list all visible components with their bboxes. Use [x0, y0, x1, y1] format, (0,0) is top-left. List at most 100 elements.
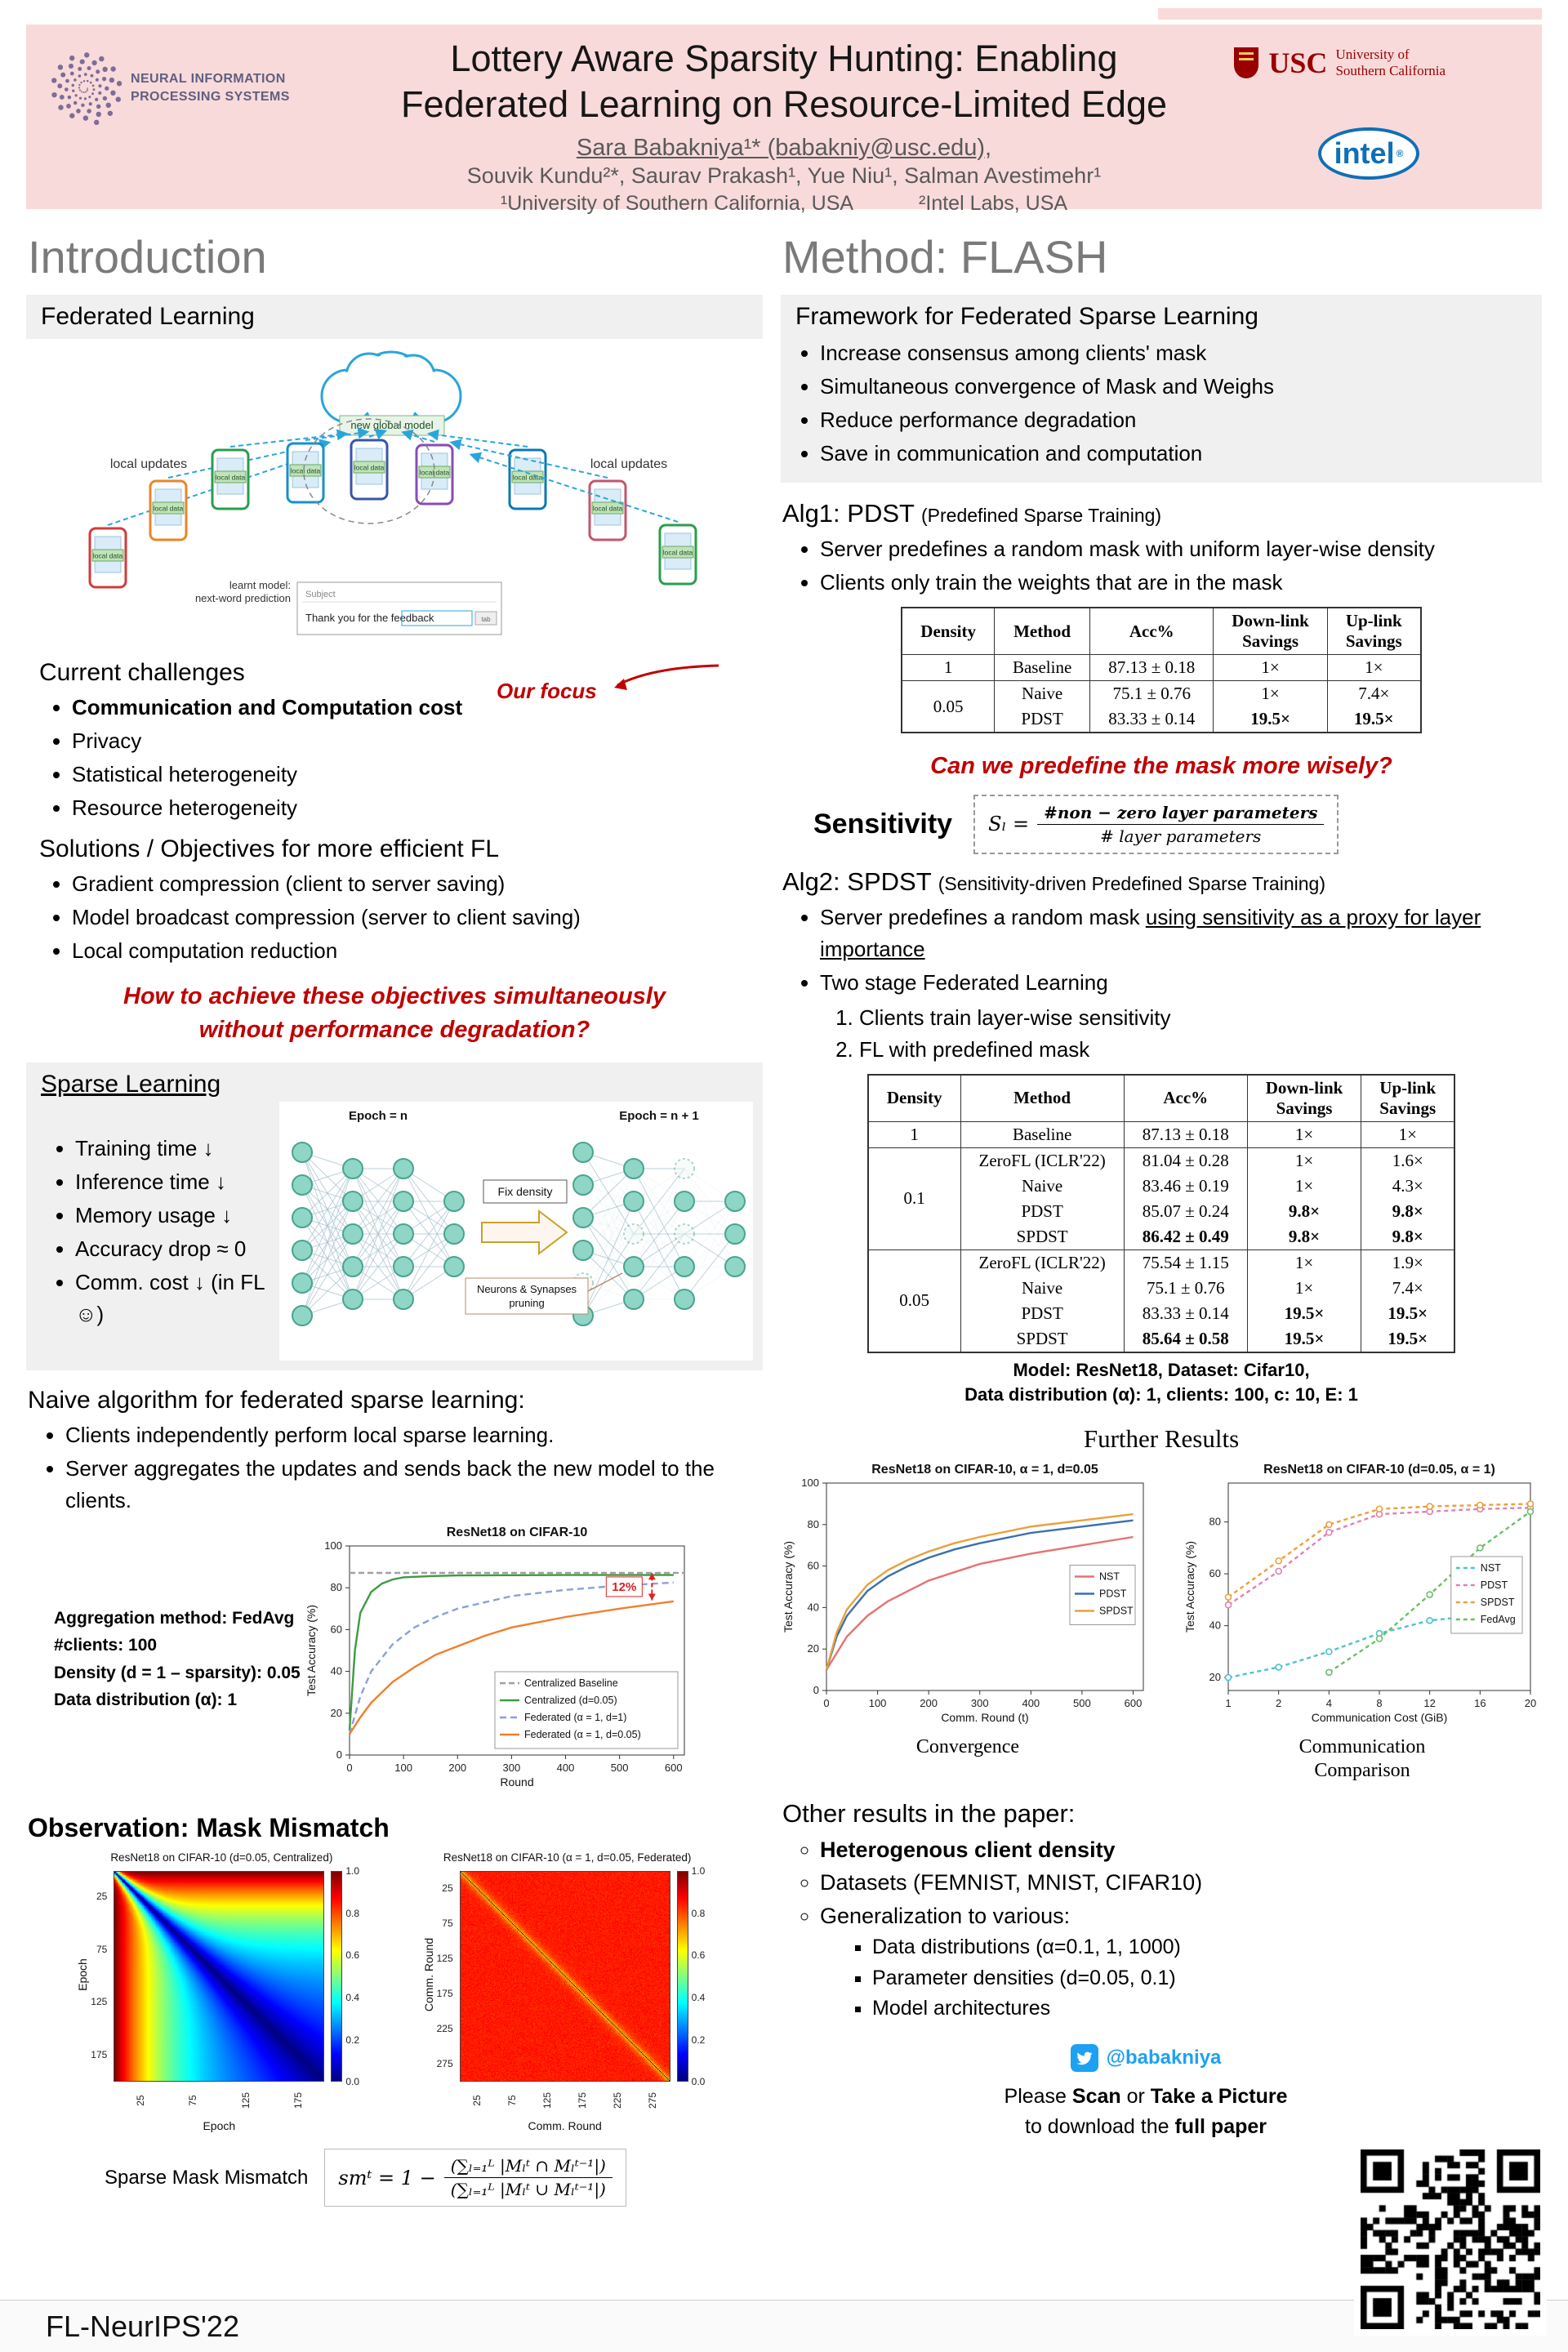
mask-question: Can we predefine the mask more wisely?: [930, 753, 1392, 779]
observation-heading: Observation: Mask Mismatch: [28, 1813, 390, 1843]
sensitivity-definition: Sensitivity Sₗ = #non − zero layer param…: [813, 794, 1542, 854]
alg2-subtitle: (Sensitivity-driven Predefined Sparse Tr…: [938, 872, 1325, 894]
our-focus-label: Our focus: [496, 679, 597, 703]
svg-text:Federated (α = 1, d=0.05): Federated (α = 1, d=0.05): [524, 1729, 641, 1740]
svg-text:Centralized (d=0.05): Centralized (d=0.05): [524, 1695, 617, 1706]
challenges-heading: Current challenges: [39, 659, 245, 686]
sensitivity-fraction: #non − zero layer parameters # layer par…: [1037, 803, 1325, 846]
svg-text:tab: tab: [481, 616, 491, 623]
svg-text:PDST: PDST: [1481, 1579, 1508, 1591]
alg2-stage: Clients train layer-wise sensitivity: [859, 1002, 1542, 1034]
benefit-item: Training time ↓: [75, 1133, 274, 1165]
author-line2: Souvik Kundu²*, Saurav Prakash¹, Yue Niu…: [466, 163, 1102, 188]
sensitivity-formula: Sₗ = #non − zero layer parameters # laye…: [973, 794, 1339, 854]
current-challenges: Current challenges Our focus Communicati…: [26, 659, 763, 1046]
alg2-item: Server predefines a random mask using se…: [820, 902, 1542, 965]
motivation-question-line1: How to achieve these objectives simultan…: [123, 983, 666, 1009]
svg-text:local data: local data: [593, 505, 623, 513]
svg-text:80: 80: [1209, 1516, 1221, 1528]
other-result-item: Datasets (FEMNIST, MNIST, CIFAR10): [820, 1866, 1542, 1900]
federated-mismatch-heatmap: ResNet18 on CIFAR-10 (α = 1, d=0.05, Fed…: [416, 1851, 718, 2136]
table-caption-line1: Model: ResNet18, Dataset: Cifar10,: [1013, 1359, 1310, 1380]
author-line1: Sara Babakniya¹* (babakniy@usc.edu),: [576, 134, 992, 161]
method-column: Method: FLASH Framework for Federated Sp…: [781, 224, 1542, 2223]
header-center: Lottery Aware Sparsity Hunting: Enabling…: [343, 36, 1225, 216]
alg2-stages: Clients train layer-wise sensitivity FL …: [859, 1002, 1542, 1066]
svg-text:100: 100: [869, 1697, 887, 1709]
poster-footer: FL-NeurIPS'22: [0, 2300, 1568, 2352]
framework-item: Reduce performance degradation: [820, 404, 1542, 436]
svg-text:0: 0: [823, 1697, 829, 1709]
svg-text:local data: local data: [216, 474, 246, 482]
alg2-name: Alg2: SPDST: [782, 866, 932, 896]
svg-text:SPDST: SPDST: [1099, 1606, 1134, 1617]
federated-learning-diagram: new global model local updates local updat…: [34, 344, 755, 648]
alg2-item: Two stage Federated Learning: [820, 967, 1542, 999]
communication-caption-line2: Comparison: [1314, 1759, 1410, 1781]
svg-text:Fix density: Fix density: [498, 1185, 553, 1198]
scan-line1: Please Scan or Take a Picture: [1004, 2084, 1288, 2108]
svg-text:8: 8: [1376, 1697, 1382, 1709]
svg-text:200: 200: [448, 1762, 466, 1774]
svg-text:60: 60: [331, 1624, 342, 1636]
svg-text:local data: local data: [354, 464, 385, 472]
svg-text:Test Accuracy (%): Test Accuracy (%): [782, 1541, 795, 1633]
svg-text:20: 20: [1525, 1697, 1536, 1709]
svg-text:local data: local data: [663, 549, 693, 557]
svg-text:20: 20: [331, 1707, 342, 1719]
federated-learning-heading: Federated Learning: [26, 295, 763, 339]
introduction-column: Introduction Federated Learning new glob…: [26, 224, 763, 2223]
alg1-item: Clients only train the weights that are …: [820, 567, 1542, 599]
framework-item: Save in communication and computation: [820, 438, 1542, 470]
neurips-logo: NEURAL INFORMATION PROCESSING SYSTEMS: [47, 51, 290, 126]
setup-line: #clients: 100: [54, 1636, 158, 1655]
solution-item: Gradient compression (client to server s…: [72, 868, 756, 900]
naive-heading: Naive algorithm for federated sparse lea…: [28, 1387, 525, 1414]
svg-text:ResNet18 on CIFAR-10: ResNet18 on CIFAR-10: [447, 1526, 588, 1539]
naive-step: Server aggregates the updates and sends …: [65, 1453, 763, 1517]
svg-text:Test Accuracy (%): Test Accuracy (%): [305, 1605, 318, 1696]
intel-wordmark: intel: [1334, 136, 1395, 170]
contact-area: @babakniya Please Scan or Take a Picture…: [970, 2043, 1321, 2143]
mismatch-formula-row: Sparse Mask Mismatch smᵗ = 1 − (∑ₗ₌₁ᴸ |M…: [105, 2149, 763, 2207]
svg-text:local data: local data: [291, 467, 321, 475]
svg-text:local data: local data: [93, 552, 123, 560]
svg-text:local data: local data: [513, 474, 543, 482]
alg1-subtitle: (Predefined Sparse Training): [921, 505, 1162, 526]
usc-logo: USC University of Southern California: [1232, 46, 1446, 80]
table-caption-line2: Data distribution (α): 1, clients: 100, …: [964, 1384, 1358, 1405]
qr-code-canvas: [1361, 2149, 1540, 2329]
svg-text:100: 100: [324, 1539, 342, 1552]
heatmap-row: ResNet18 on CIFAR-10 (d=0.05, Centralize…: [26, 1851, 763, 2136]
svg-text:SPDST: SPDST: [1481, 1597, 1515, 1608]
svg-text:0: 0: [346, 1762, 352, 1774]
naive-results: Aggregation method: FedAvg #clients: 100…: [26, 1521, 763, 1797]
qr-code: [1354, 2143, 1547, 2336]
alg1-heading: Alg1: PDST (Predefined Sparse Training): [782, 499, 1542, 528]
svg-text:ResNet18 on CIFAR-10, α = 1, d: ResNet18 on CIFAR-10, α = 1, d=0.05: [871, 1463, 1098, 1477]
communication-chart: 1 2 4 8 12 16 20 20 40 60 80 ResNet18 on CIFAR-10 (…: [1183, 1459, 1542, 1733]
alg2-heading: Alg2: SPDST (Sensitivity-driven Predefin…: [782, 867, 1542, 897]
formula-denominator: (∑ₗ₌₁ᴸ |Mₗᵗ ∪ Mₗᵗ⁻¹|): [450, 2180, 606, 2200]
svg-text:60: 60: [808, 1560, 819, 1572]
poster-columns: Introduction Federated Learning new glob…: [26, 224, 1542, 2223]
svg-text:Thank you for the feedback: Thank you for the feedback: [305, 612, 434, 624]
generalization-item: Parameter densities (d=0.05, 0.1): [872, 1963, 1542, 1994]
neurips-swirl-icon: [51, 52, 122, 126]
title-line2: Federated Learning on Resource-Limited E…: [400, 83, 1168, 126]
challenge-item: Resource heterogeneity: [72, 792, 756, 824]
svg-text:100: 100: [801, 1477, 819, 1489]
svg-text:Centralized Baseline: Centralized Baseline: [524, 1677, 618, 1689]
naive-step: Clients independently perform local spar…: [65, 1419, 763, 1451]
formula-numerator: (∑ₗ₌₁ᴸ |Mₗᵗ ∩ Mₗᵗ⁻¹|): [443, 2156, 612, 2179]
challenge-item: Privacy: [72, 725, 756, 757]
benefit-item: Inference time ↓: [75, 1166, 274, 1198]
intel-registered-mark: ®: [1396, 148, 1404, 159]
svg-text:Communication Cost (GiB): Communication Cost (GiB): [1312, 1711, 1448, 1724]
alg1-section: Alg1: PDST (Predefined Sparse Training) …: [781, 499, 1542, 733]
neurips-text-line1: NEURAL INFORMATION: [131, 71, 286, 86]
sensitivity-numerator: #non − zero layer parameters: [1037, 803, 1325, 825]
intel-logo: intel ®: [1318, 127, 1419, 180]
svg-text:40: 40: [331, 1665, 342, 1677]
affiliations: ¹University of Southern California, USA …: [343, 192, 1225, 216]
